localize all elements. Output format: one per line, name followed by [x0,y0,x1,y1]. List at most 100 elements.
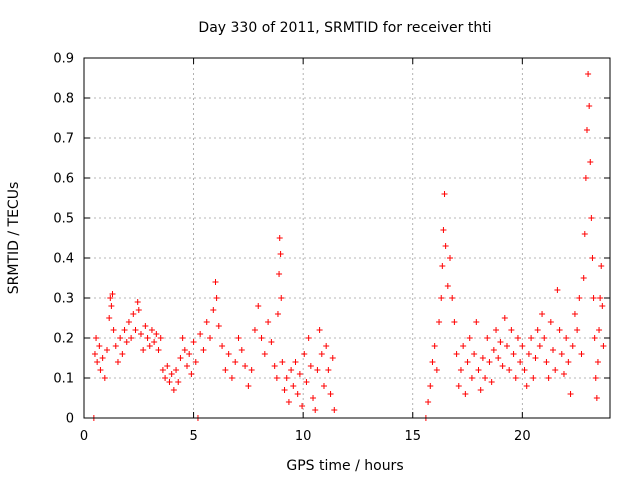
data-point [109,291,116,297]
data-point [290,383,297,389]
data-point [99,355,106,361]
data-point [104,347,111,353]
data-point [305,335,312,341]
data-point [93,335,100,341]
data-point [119,351,126,357]
data-point [316,327,323,333]
data-point [323,343,330,349]
data-point [123,339,130,345]
data-point [528,335,535,341]
data-point [130,311,137,317]
data-point [200,347,207,353]
data-point [436,319,443,325]
x-tick-label: 10 [295,429,312,444]
y-tick-label: 0.1 [53,372,74,387]
data-point [320,383,327,389]
x-axis-title: GPS time / hours [286,458,403,474]
data-point [225,351,232,357]
data-point [429,359,436,365]
data-point [91,351,98,357]
x-tick-label: 20 [514,429,531,444]
data-point [554,287,561,293]
data-point [314,367,321,373]
data-point [238,347,245,353]
data-point [179,335,186,341]
data-point [177,355,184,361]
data-point [125,319,132,325]
data-point [552,367,559,373]
data-point [235,335,242,341]
data-point [181,347,188,353]
data-point [94,359,101,365]
y-tick-label: 0.7 [53,132,74,147]
data-point [197,331,204,337]
data-point [215,323,222,329]
data-point [273,375,280,381]
data-point [251,327,258,333]
data-point [501,315,508,321]
data-point [210,307,217,313]
data-point [473,319,480,325]
data-point [592,375,599,381]
data-point [281,387,288,393]
data-point [442,243,449,249]
data-point [460,343,467,349]
data-point [585,71,592,77]
data-point [453,351,460,357]
data-point [508,327,515,333]
data-point [497,339,504,345]
data-point [288,367,295,373]
data-points [90,71,607,421]
data-point [114,359,121,365]
data-point [157,335,164,341]
data-point [117,335,124,341]
data-point [96,343,103,349]
data-point [543,359,550,365]
data-point [140,347,147,353]
data-point [451,319,458,325]
data-point [219,343,226,349]
data-point [128,335,135,341]
data-point [164,363,171,369]
data-point [479,355,486,361]
data-point [307,363,314,369]
data-point [441,191,448,197]
data-point [594,359,601,365]
data-point [292,359,299,365]
data-point [162,375,169,381]
data-point [146,343,153,349]
data-point [545,375,552,381]
data-point [173,367,180,373]
y-tick-label: 0.9 [53,52,74,67]
data-point [144,335,151,341]
data-point [587,159,594,165]
data-point [248,367,255,373]
data-point [519,343,526,349]
data-point [588,215,595,221]
data-point [433,367,440,373]
data-point [449,295,456,301]
data-point [242,363,249,369]
data-point [600,343,607,349]
data-point [439,263,446,269]
axis-ticks: 0 0.1 0.2 0.3 0.4 0.5 0.6 0.7 0.8 0.9 0 5 10 15 20 [53,52,610,444]
data-point [159,367,166,373]
data-point [121,327,128,333]
data-point [294,391,301,397]
data-point [331,407,338,413]
data-point [192,359,199,365]
data-point [550,347,557,353]
data-point [310,395,317,401]
data-point [301,351,308,357]
data-point [556,327,563,333]
data-point [207,335,214,341]
y-tick-label: 0.3 [53,292,74,307]
data-point [506,367,513,373]
data-point [488,379,495,385]
data-point [590,295,597,301]
data-point [285,399,292,405]
data-point [541,335,548,341]
data-point [466,335,473,341]
data-point [596,327,603,333]
data-point [274,311,281,317]
